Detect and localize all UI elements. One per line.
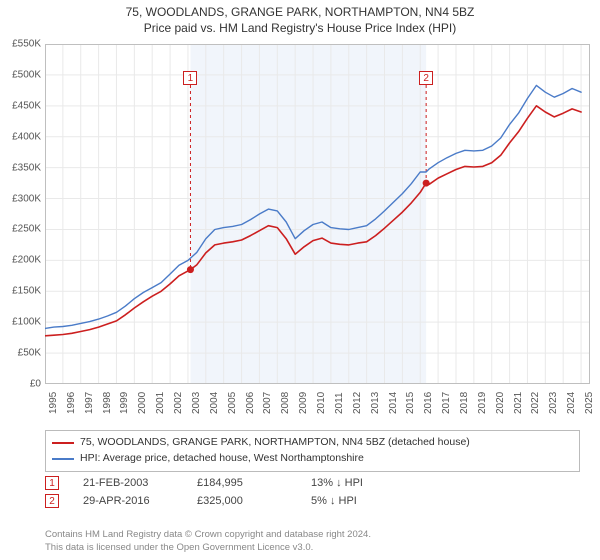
footer-line1: Contains HM Land Registry data © Crown c… bbox=[45, 529, 580, 541]
x-tick-label: 2016 bbox=[423, 392, 434, 414]
event-delta: 13% ↓ HPI bbox=[311, 477, 401, 489]
legend-row: 75, WOODLANDS, GRANGE PARK, NORTHAMPTON,… bbox=[52, 435, 573, 451]
event-delta: 5% ↓ HPI bbox=[311, 495, 401, 507]
x-tick-label: 2001 bbox=[155, 392, 166, 414]
y-tick-label: £200K bbox=[12, 255, 41, 266]
x-tick-label: 2011 bbox=[334, 392, 345, 414]
event-date: 21-FEB-2003 bbox=[83, 477, 173, 489]
y-tick-label: £150K bbox=[12, 286, 41, 297]
legend-swatch-series2 bbox=[52, 458, 74, 460]
y-tick-label: £250K bbox=[12, 224, 41, 235]
title-address: 75, WOODLANDS, GRANGE PARK, NORTHAMPTON,… bbox=[0, 4, 600, 20]
event-date: 29-APR-2016 bbox=[83, 495, 173, 507]
x-tick-label: 2012 bbox=[352, 392, 363, 414]
chart-event-marker-1: 1 bbox=[183, 71, 197, 85]
chart-svg bbox=[45, 44, 590, 384]
event-marker-2: 2 bbox=[45, 494, 59, 508]
x-tick-label: 1995 bbox=[48, 392, 59, 414]
chart-container: 75, WOODLANDS, GRANGE PARK, NORTHAMPTON,… bbox=[0, 0, 600, 560]
x-tick-label: 2017 bbox=[441, 392, 452, 414]
x-tick-label: 2020 bbox=[495, 392, 506, 414]
x-tick-label: 2003 bbox=[191, 392, 202, 414]
event-row: 2 29-APR-2016 £325,000 5% ↓ HPI bbox=[45, 494, 580, 508]
x-tick-label: 2006 bbox=[245, 392, 256, 414]
y-tick-label: £0 bbox=[30, 379, 41, 390]
legend: 75, WOODLANDS, GRANGE PARK, NORTHAMPTON,… bbox=[45, 430, 580, 472]
x-tick-label: 2005 bbox=[227, 392, 238, 414]
x-axis-ticks: 1995 1996 1997 1998 1999 2000 2001 2002 2003 2004… bbox=[45, 386, 590, 426]
x-tick-label: 2002 bbox=[173, 392, 184, 414]
x-tick-label: 2022 bbox=[530, 392, 541, 414]
y-tick-label: £450K bbox=[12, 100, 41, 111]
titles: 75, WOODLANDS, GRANGE PARK, NORTHAMPTON,… bbox=[0, 0, 600, 36]
y-tick-label: £350K bbox=[12, 162, 41, 173]
y-tick-label: £400K bbox=[12, 131, 41, 142]
x-tick-label: 2004 bbox=[209, 392, 220, 414]
x-tick-label: 2023 bbox=[548, 392, 559, 414]
event-marker-1: 1 bbox=[45, 476, 59, 490]
x-tick-label: 1996 bbox=[66, 392, 77, 414]
x-tick-label: 1998 bbox=[102, 392, 113, 414]
x-tick-label: 2021 bbox=[513, 392, 524, 414]
footer-line2: This data is licensed under the Open Gov… bbox=[45, 542, 580, 554]
chart-event-marker-2: 2 bbox=[419, 71, 433, 85]
events-table: 1 21-FEB-2003 £184,995 13% ↓ HPI 2 29-AP… bbox=[45, 472, 580, 512]
legend-row: HPI: Average price, detached house, West… bbox=[52, 451, 573, 467]
x-tick-label: 2008 bbox=[280, 392, 291, 414]
x-tick-label: 2000 bbox=[137, 392, 148, 414]
title-subtitle: Price paid vs. HM Land Registry's House … bbox=[0, 20, 600, 36]
legend-swatch-series1 bbox=[52, 442, 74, 444]
x-tick-label: 2015 bbox=[405, 392, 416, 414]
x-tick-label: 1997 bbox=[84, 392, 95, 414]
legend-label-series1: 75, WOODLANDS, GRANGE PARK, NORTHAMPTON,… bbox=[80, 435, 470, 451]
x-tick-label: 2007 bbox=[262, 392, 273, 414]
x-tick-label: 2025 bbox=[584, 392, 595, 414]
x-tick-label: 2019 bbox=[477, 392, 488, 414]
y-tick-label: £300K bbox=[12, 193, 41, 204]
event-price: £325,000 bbox=[197, 495, 287, 507]
chart-plot-area: 12 bbox=[45, 44, 590, 384]
x-tick-label: 2010 bbox=[316, 392, 327, 414]
y-tick-label: £50K bbox=[18, 348, 41, 359]
event-row: 1 21-FEB-2003 £184,995 13% ↓ HPI bbox=[45, 476, 580, 490]
x-tick-label: 2009 bbox=[298, 392, 309, 414]
y-tick-label: £100K bbox=[12, 317, 41, 328]
x-tick-label: 2014 bbox=[388, 392, 399, 414]
x-tick-label: 2013 bbox=[370, 392, 381, 414]
x-tick-label: 2018 bbox=[459, 392, 470, 414]
y-axis-ticks: £0£50K£100K£150K£200K£250K£300K£350K£400… bbox=[0, 44, 45, 384]
y-tick-label: £550K bbox=[12, 39, 41, 50]
event-price: £184,995 bbox=[197, 477, 287, 489]
y-tick-label: £500K bbox=[12, 69, 41, 80]
legend-label-series2: HPI: Average price, detached house, West… bbox=[80, 451, 364, 467]
x-tick-label: 1999 bbox=[119, 392, 130, 414]
x-tick-label: 2024 bbox=[566, 392, 577, 414]
footer: Contains HM Land Registry data © Crown c… bbox=[45, 529, 580, 554]
